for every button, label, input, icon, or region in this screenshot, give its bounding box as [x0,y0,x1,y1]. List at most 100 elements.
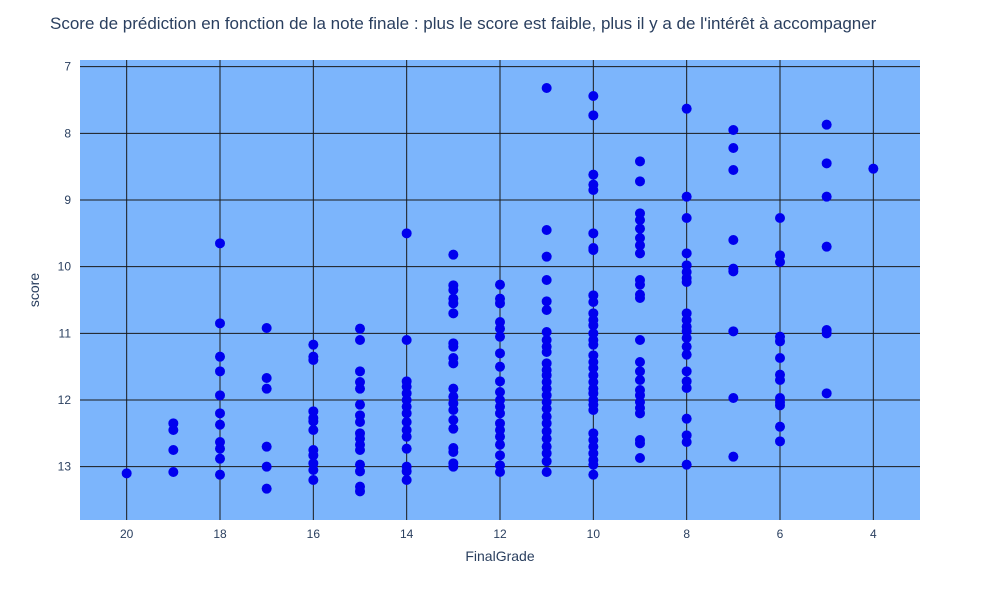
data-point[interactable] [541,305,552,315]
data-point[interactable] [401,466,412,477]
data-point[interactable] [355,323,365,334]
data-point[interactable] [728,143,739,153]
data-point[interactable] [401,408,412,419]
data-point[interactable] [261,383,272,394]
data-point[interactable] [215,318,225,329]
data-point[interactable] [681,341,692,352]
data-point[interactable] [448,405,459,415]
data-point[interactable] [355,445,365,455]
data-point[interactable] [355,335,365,345]
data-point[interactable] [401,228,412,239]
data-point[interactable] [588,339,599,350]
data-point[interactable] [588,228,599,239]
data-point[interactable] [635,223,645,234]
data-point[interactable] [495,408,505,419]
data-point[interactable] [215,351,225,362]
data-point[interactable] [261,373,272,383]
data-point[interactable] [308,425,319,435]
data-point[interactable] [308,355,319,365]
data-point[interactable] [448,308,459,319]
data-point[interactable] [448,341,459,352]
data-point[interactable] [355,366,365,377]
data-point[interactable] [588,245,599,255]
data-point[interactable] [448,415,459,425]
data-point[interactable] [401,475,412,485]
data-point[interactable] [588,320,599,331]
data-point[interactable] [635,156,645,167]
data-point[interactable] [541,456,552,467]
data-point[interactable] [541,426,552,437]
data-point[interactable] [588,169,599,180]
data-point[interactable] [495,439,505,450]
data-point[interactable] [868,163,879,174]
data-point[interactable] [821,241,832,252]
data-point[interactable] [495,279,505,290]
data-point[interactable] [215,419,225,430]
data-point[interactable] [448,423,459,434]
data-point[interactable] [495,298,505,309]
data-point[interactable] [541,347,552,357]
data-point[interactable] [821,191,832,202]
data-point[interactable] [308,416,319,427]
data-point[interactable] [215,408,225,419]
data-point[interactable] [728,266,739,277]
data-point[interactable] [168,445,179,455]
data-point[interactable] [588,405,599,415]
data-point[interactable] [588,110,599,121]
data-point[interactable] [775,353,785,363]
data-point[interactable] [588,363,599,373]
data-point[interactable] [215,390,225,401]
data-point[interactable] [775,436,785,447]
data-point[interactable] [261,483,272,494]
data-point[interactable] [495,467,505,477]
data-point[interactable] [681,191,692,202]
data-point[interactable] [308,475,319,485]
data-point[interactable] [495,387,505,397]
data-point[interactable] [821,119,832,130]
data-point[interactable] [168,425,179,435]
data-point[interactable] [261,441,272,452]
data-point[interactable] [635,248,645,259]
data-point[interactable] [681,248,692,259]
data-point[interactable] [541,251,552,262]
data-point[interactable] [215,453,225,464]
data-point[interactable] [635,233,645,243]
data-point[interactable] [775,213,785,223]
data-point[interactable] [588,469,599,480]
data-point[interactable] [215,443,225,454]
data-point[interactable] [495,450,505,461]
data-point[interactable] [728,393,739,403]
data-point[interactable] [448,285,459,295]
data-point[interactable] [215,366,225,377]
data-point[interactable] [821,328,832,339]
data-point[interactable] [541,418,552,429]
data-point[interactable] [401,443,412,454]
data-point[interactable] [308,465,319,475]
data-point[interactable] [448,249,459,260]
data-point[interactable] [541,83,552,93]
data-point[interactable] [681,383,692,393]
data-point[interactable] [588,91,599,101]
data-point[interactable] [588,459,599,470]
data-point[interactable] [495,348,505,359]
data-point[interactable] [541,296,552,307]
data-point[interactable] [495,361,505,372]
data-point[interactable] [635,335,645,345]
data-point[interactable] [355,486,365,497]
data-point[interactable] [541,275,552,285]
data-point[interactable] [541,448,552,459]
data-point[interactable] [308,339,319,350]
data-point[interactable] [308,450,319,461]
data-point[interactable] [541,327,552,337]
data-point[interactable] [355,417,365,427]
data-point[interactable] [401,335,412,345]
data-point[interactable] [541,225,552,235]
data-point[interactable] [448,298,459,309]
data-point[interactable] [728,326,739,337]
data-point[interactable] [728,451,739,462]
data-point[interactable] [728,235,739,245]
data-point[interactable] [681,437,692,447]
data-point[interactable] [448,383,459,394]
data-point[interactable] [588,297,599,307]
data-point[interactable] [635,366,645,377]
